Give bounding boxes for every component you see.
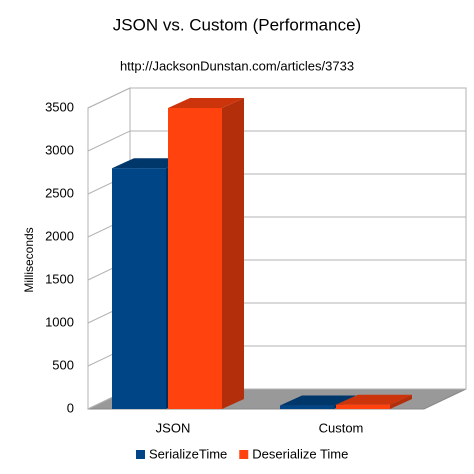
legend-swatch bbox=[136, 450, 145, 459]
bar-top bbox=[280, 395, 356, 406]
grid-line bbox=[87, 87, 466, 109]
bar bbox=[336, 404, 390, 409]
grid-line bbox=[87, 130, 466, 152]
y-tick-label: 3500 bbox=[45, 99, 74, 114]
y-tick-label: 0 bbox=[67, 400, 74, 415]
bar-top bbox=[168, 98, 244, 108]
chart-subtitle: http://JacksonDunstan.com/articles/3733 bbox=[120, 58, 354, 73]
x-tick-label: Custom bbox=[319, 420, 364, 435]
y-tick-label: 500 bbox=[52, 357, 74, 372]
legend-swatch bbox=[239, 450, 249, 459]
bar-side bbox=[222, 98, 244, 409]
y-tick-label: 1500 bbox=[45, 271, 74, 286]
y-tick-label: 2500 bbox=[45, 185, 74, 200]
chart-title: JSON vs. Custom (Performance) bbox=[113, 15, 361, 34]
y-tick-label: 2000 bbox=[45, 228, 74, 243]
legend-label: SerializeTime bbox=[149, 446, 227, 461]
y-tick-label: 3000 bbox=[45, 142, 74, 157]
bar bbox=[112, 168, 166, 409]
bar-top bbox=[336, 394, 412, 405]
x-tick-label: JSON bbox=[156, 420, 191, 435]
legend-label: Deserialize Time bbox=[252, 446, 348, 461]
y-axis-label: Milliseconds bbox=[22, 227, 36, 292]
bar bbox=[280, 405, 334, 409]
bar-side bbox=[390, 394, 412, 409]
bar bbox=[168, 108, 222, 409]
y-tick-label: 1000 bbox=[45, 314, 74, 329]
